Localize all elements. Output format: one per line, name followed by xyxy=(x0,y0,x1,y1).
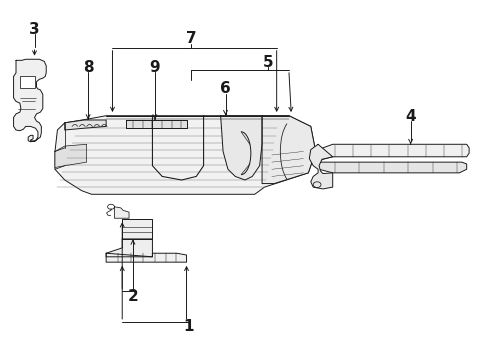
Polygon shape xyxy=(262,116,316,184)
Polygon shape xyxy=(106,239,152,257)
Polygon shape xyxy=(55,144,87,167)
Text: 8: 8 xyxy=(83,60,94,75)
Text: 6: 6 xyxy=(220,81,231,96)
Polygon shape xyxy=(125,120,187,128)
Polygon shape xyxy=(309,144,333,189)
Bar xyxy=(20,76,34,88)
Polygon shape xyxy=(318,162,466,173)
Text: 7: 7 xyxy=(186,31,196,46)
Text: 9: 9 xyxy=(149,60,160,75)
Polygon shape xyxy=(14,59,46,142)
Polygon shape xyxy=(65,120,106,130)
Polygon shape xyxy=(220,116,262,180)
Text: 4: 4 xyxy=(405,109,416,124)
Polygon shape xyxy=(106,253,187,262)
Text: 1: 1 xyxy=(184,319,194,334)
Polygon shape xyxy=(115,207,129,218)
Text: 5: 5 xyxy=(263,55,274,70)
Text: 2: 2 xyxy=(127,289,138,303)
Polygon shape xyxy=(318,144,469,162)
Polygon shape xyxy=(122,219,152,239)
Polygon shape xyxy=(55,116,316,194)
Text: 3: 3 xyxy=(29,22,40,37)
